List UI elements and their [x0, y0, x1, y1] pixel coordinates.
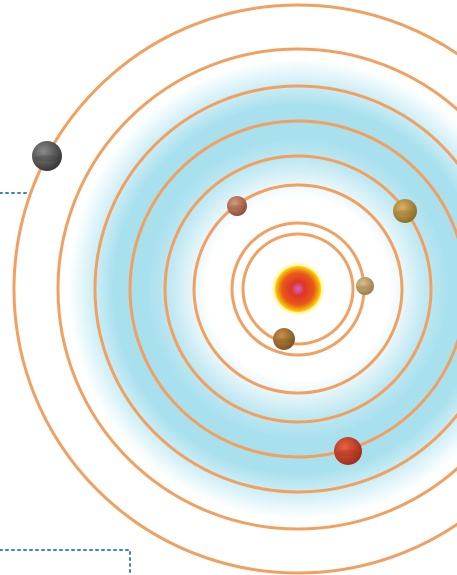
orbit-4 — [163, 154, 433, 424]
orbit-8 — [12, 3, 457, 575]
orbit-5 — [128, 119, 457, 459]
planet-1 — [356, 277, 374, 295]
orbits — [12, 3, 457, 575]
planet-3-body — [227, 196, 247, 216]
orbit-6 — [93, 84, 457, 494]
planet-4 — [393, 199, 417, 223]
planet-2 — [273, 328, 295, 350]
planet-3-band — [228, 205, 246, 210]
orbit-1 — [241, 232, 355, 346]
habitable-zone — [68, 59, 457, 519]
planet-2-body — [273, 328, 295, 350]
orbit-3 — [192, 183, 404, 395]
star — [269, 260, 327, 318]
planet-6 — [32, 141, 62, 171]
planet-5-band — [336, 450, 360, 457]
planet-6-band — [34, 154, 60, 162]
planet-6-body — [32, 141, 62, 171]
planet-1-body — [356, 277, 374, 295]
planet-3 — [227, 196, 247, 216]
planet-1-band — [357, 285, 373, 290]
orbit-7 — [56, 47, 457, 531]
planet-4-body — [393, 199, 417, 223]
star-body — [275, 266, 321, 312]
leader-line-lower — [0, 549, 131, 575]
planet-5-body — [334, 437, 362, 465]
planets — [32, 141, 417, 465]
planet-2-band — [274, 338, 294, 344]
planet-5 — [334, 437, 362, 465]
planet-4-band — [394, 210, 416, 216]
